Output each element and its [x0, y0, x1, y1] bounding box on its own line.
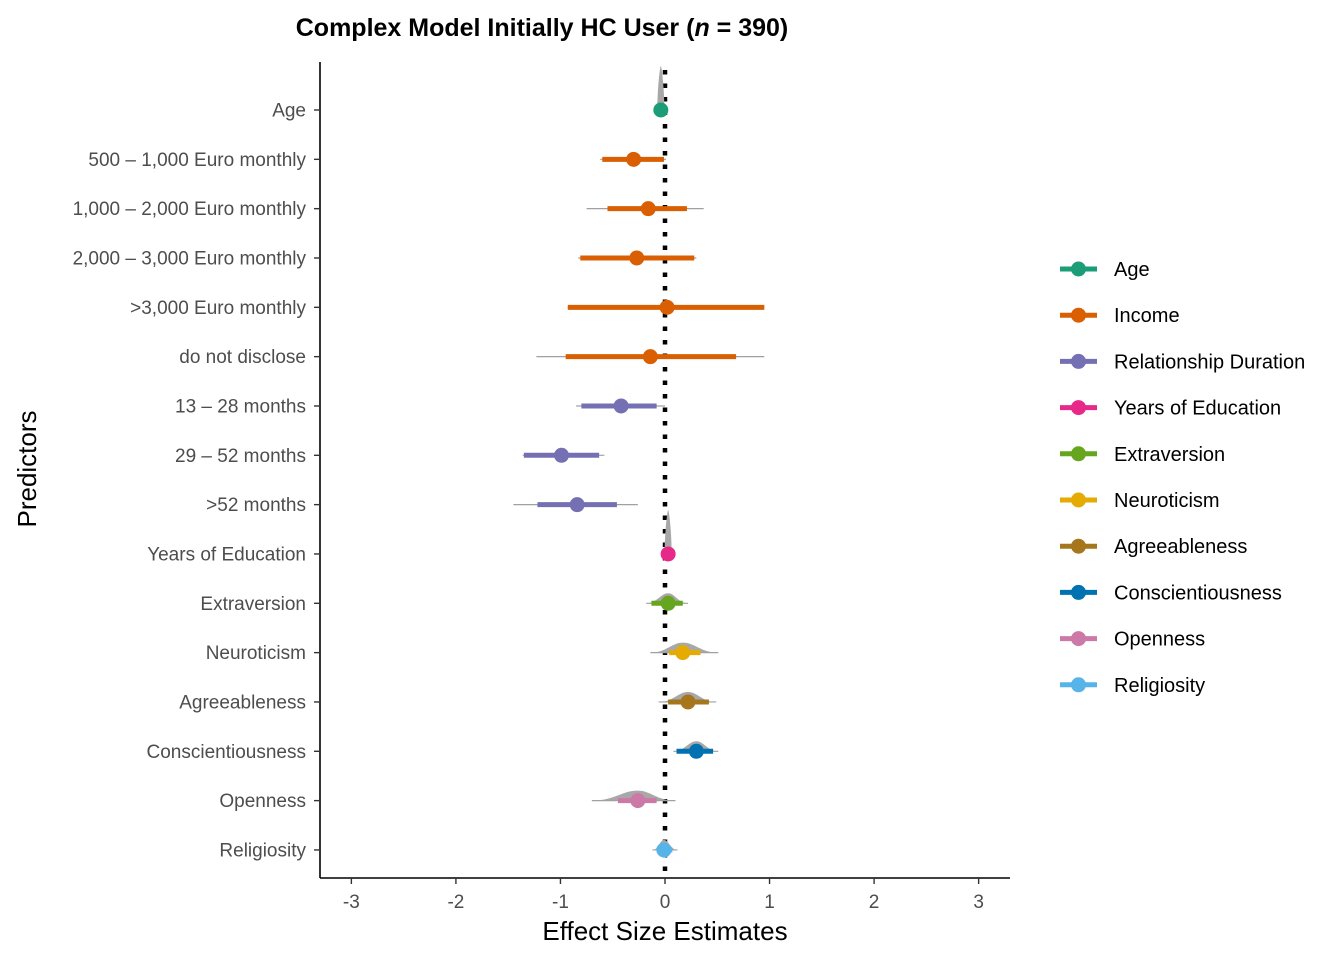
- point-estimate: [629, 250, 645, 266]
- legend-swatch-point: [1071, 631, 1086, 647]
- legend-label: Years of Education: [1114, 398, 1281, 420]
- y-tick-label: 29 – 52 months: [175, 446, 306, 467]
- y-tick-label: 1,000 – 2,000 Euro monthly: [73, 199, 307, 220]
- y-tick-label: Religiosity: [219, 840, 306, 861]
- density-shape: [664, 509, 672, 554]
- legend-label: Religiosity: [1114, 675, 1205, 697]
- density-shape: [657, 66, 665, 110]
- legend-label: Agreeableness: [1114, 536, 1247, 558]
- legend-label: Conscientiousness: [1114, 582, 1282, 604]
- legend-swatch-point: [1071, 538, 1086, 554]
- y-tick-label: >52 months: [206, 495, 306, 516]
- legend-swatch-point: [1071, 492, 1086, 508]
- point-estimate: [613, 398, 629, 414]
- x-tick-label: 1: [764, 892, 775, 913]
- y-tick-label: 2,000 – 3,000 Euro monthly: [73, 248, 307, 269]
- legend-label: Income: [1114, 305, 1180, 327]
- x-tick-label: -1: [552, 892, 569, 913]
- legend-swatch-point: [1071, 261, 1086, 277]
- legend-label: Openness: [1114, 629, 1205, 651]
- y-tick-label: Extraversion: [200, 594, 306, 615]
- x-tick-label: -3: [343, 892, 360, 913]
- legend-label: Extraversion: [1114, 444, 1225, 466]
- x-tick-label: 2: [869, 892, 880, 913]
- y-tick-label: 500 – 1,000 Euro monthly: [88, 150, 306, 171]
- point-estimate: [626, 151, 642, 167]
- legend-label: Age: [1114, 259, 1150, 281]
- x-tick-label: 0: [660, 892, 671, 913]
- y-axis-label: Predictors: [12, 410, 42, 527]
- y-tick-label: Years of Education: [147, 544, 306, 565]
- point-estimate: [660, 595, 676, 611]
- legend-swatch-point: [1071, 353, 1086, 369]
- y-tick-label: Agreeableness: [179, 692, 306, 713]
- point-estimate: [659, 299, 675, 315]
- point-estimate: [688, 743, 704, 759]
- chart-title-suffix: = 390): [710, 14, 789, 42]
- point-estimate: [554, 447, 569, 463]
- plot-area: -3 -2 -1 0 1 2 3 Age 500 – 1,000 Euro monthly 1,0…: [73, 62, 1010, 913]
- y-tick-label: Age: [272, 101, 306, 122]
- legend: Age Income Relationship Duration Years of E…: [1060, 259, 1305, 697]
- point-estimate: [653, 102, 669, 118]
- y-tick-label: Neuroticism: [206, 643, 306, 664]
- chart-title: Complex Model Initially HC User (n = 390…: [296, 14, 789, 42]
- point-estimate: [642, 349, 658, 365]
- point-estimate: [675, 645, 691, 661]
- y-tick-label: 13 – 28 months: [175, 396, 306, 417]
- point-estimate: [640, 201, 656, 217]
- legend-label: Neuroticism: [1114, 490, 1220, 512]
- point-estimate: [680, 694, 696, 710]
- legend-swatch-point: [1071, 307, 1086, 323]
- x-tick-label: 3: [973, 892, 984, 913]
- legend-swatch-point: [1071, 446, 1086, 462]
- chart-title-n: n: [694, 14, 709, 42]
- x-axis-label: Effect Size Estimates: [542, 916, 787, 946]
- point-estimate: [630, 793, 646, 809]
- point-estimate: [656, 842, 672, 858]
- legend-swatch-point: [1071, 400, 1086, 416]
- point-estimate: [569, 497, 585, 513]
- x-tick-label: -2: [447, 892, 464, 913]
- y-tick-label: Conscientiousness: [147, 742, 306, 763]
- legend-swatch-point: [1071, 677, 1086, 693]
- point-estimate: [660, 546, 676, 562]
- y-tick-label: do not disclose: [179, 347, 306, 368]
- legend-swatch-point: [1071, 584, 1086, 600]
- y-tick-label: Openness: [219, 791, 306, 812]
- y-tick-label: >3,000 Euro monthly: [130, 298, 306, 319]
- chart-title-prefix: Complex Model Initially HC User (: [296, 14, 695, 42]
- legend-label: Relationship Duration: [1114, 351, 1305, 373]
